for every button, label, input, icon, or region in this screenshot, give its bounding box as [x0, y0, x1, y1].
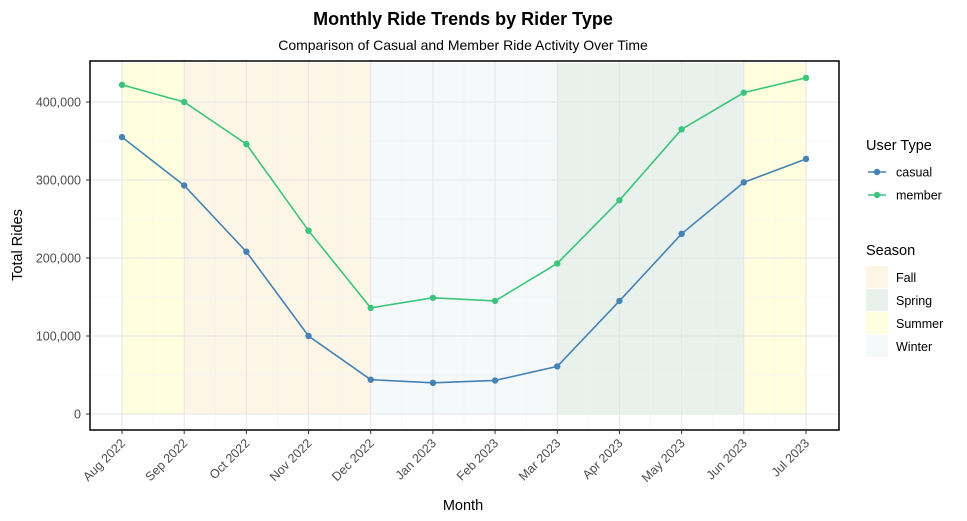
y-tick-label: 100,000: [36, 330, 81, 344]
x-tick-label: Apr 2023: [580, 436, 626, 482]
legend-label-member: member: [896, 189, 942, 203]
x-tick-label: Nov 2022: [267, 436, 315, 484]
x-tick-label: Jul 2023: [769, 436, 812, 479]
x-tick-label: May 2023: [639, 436, 688, 485]
data-point-casual: [678, 230, 685, 238]
series-line-member: [121, 77, 807, 309]
data-point-member: [678, 126, 685, 133]
legend-key-point-casual: [873, 168, 881, 176]
x-tick-label: Oct 2022: [207, 436, 253, 482]
data-point-casual: [367, 376, 374, 383]
legend-user-types: casual member: [868, 166, 942, 203]
x-tick-label: Feb 2023: [454, 436, 501, 483]
data-point-casual: [740, 179, 748, 186]
data-point-casual: [305, 332, 312, 340]
series-layer: [118, 74, 810, 386]
x-tick-label: Sep 2022: [143, 436, 191, 484]
legend: User Type casual member Season Fall Spring…: [866, 138, 943, 357]
x-tick-label: Aug 2022: [80, 436, 128, 484]
legend-label-winter: Winter: [896, 340, 932, 354]
data-point-member: [180, 98, 188, 106]
data-point-casual: [243, 248, 250, 255]
legend-season-title: Season: [866, 243, 915, 259]
legend-user-type-title: User Type: [866, 138, 932, 154]
data-point-member: [305, 227, 312, 234]
legend-key-season-fall: [866, 266, 888, 288]
x-axis-ticks: Aug 2022 Sep 2022 Oct 2022 Nov 2022 Dec 2022…: [80, 430, 812, 485]
data-point-member: [243, 140, 250, 148]
data-point-casual: [429, 379, 437, 386]
legend-key-season-winter: [866, 335, 888, 357]
x-tick-label: Jan 2023: [393, 436, 439, 482]
x-tick-label: Jun 2023: [704, 436, 750, 482]
data-point-member: [491, 297, 499, 305]
x-tick-label: Dec 2022: [329, 436, 377, 484]
legend-label-summer: Summer: [896, 317, 943, 331]
x-axis-title: Month: [443, 498, 483, 514]
y-tick-label: 200,000: [36, 252, 81, 266]
data-point-casual: [180, 182, 188, 189]
legend-key-season-spring: [866, 289, 888, 311]
legend-key-season-summer: [866, 312, 888, 334]
data-point-member: [616, 197, 623, 204]
data-point-member: [118, 81, 126, 89]
legend-label-casual: casual: [896, 166, 932, 180]
data-point-casual: [616, 297, 623, 305]
y-axis-title: Total Rides: [10, 209, 26, 281]
legend-label-spring: Spring: [896, 294, 932, 308]
legend-key-point-member: [873, 191, 881, 199]
data-point-member: [367, 304, 374, 312]
chart-title: Monthly Ride Trends by Rider Type: [313, 9, 613, 29]
chart-subtitle: Comparison of Casual and Member Ride Act…: [278, 37, 648, 53]
data-point-member: [554, 260, 561, 267]
y-axis-ticks: 0 100,000 200,000 300,000 400,000: [36, 96, 90, 422]
y-tick-label: 300,000: [36, 174, 81, 188]
panel-border: [89, 60, 840, 431]
series-line-casual: [121, 136, 807, 384]
legend-seasons: Fall Spring Summer Winter: [866, 266, 943, 357]
x-tick-label: Mar 2023: [516, 436, 563, 483]
data-point-member: [802, 74, 810, 82]
data-point-member: [429, 294, 437, 301]
y-tick-label: 400,000: [36, 96, 81, 110]
data-point-casual: [118, 133, 126, 141]
data-point-casual: [802, 155, 810, 163]
data-point-casual: [491, 377, 499, 384]
y-tick-label: 0: [74, 408, 81, 422]
data-point-casual: [554, 363, 561, 370]
data-point-member: [740, 89, 748, 96]
legend-label-fall: Fall: [896, 271, 916, 285]
